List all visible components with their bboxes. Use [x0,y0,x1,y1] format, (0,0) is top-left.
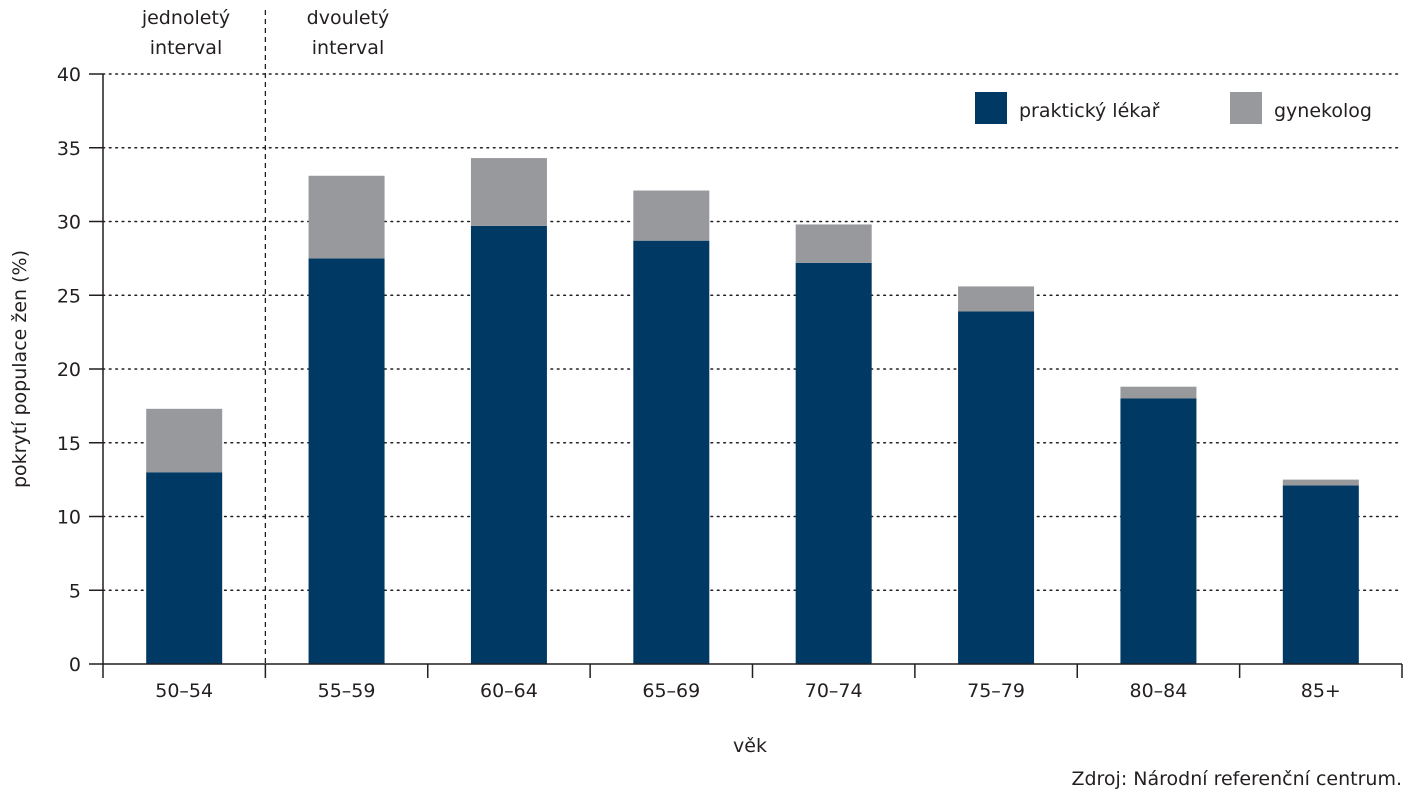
gridlines [102,73,1403,592]
y-tick-label-30: 30 [57,212,81,234]
bar-gynekolog-2 [470,158,547,226]
x-tick-label-7: 85+ [1301,680,1341,702]
bar-gynekolog-0 [146,408,223,473]
x-tick-label-2: 60–64 [480,680,538,702]
bar-gynekolog-5 [958,286,1035,312]
bar-gynekolog-4 [795,224,872,263]
bar-prakticky-lekar-5 [958,311,1035,664]
bar-prakticky-lekar-6 [1120,398,1197,664]
legend-label-praktický-lékař: praktický lékař [1019,100,1160,122]
y-tick-label-40: 40 [57,64,81,86]
bar-prakticky-lekar-1 [308,258,385,664]
y-tick-label-25: 25 [57,285,81,307]
bar-prakticky-lekar-3 [633,240,710,665]
bar-prakticky-lekar-7 [1282,485,1359,664]
legend-label-gynekolog: gynekolog [1274,100,1372,122]
x-tick-label-6: 80–84 [1130,680,1188,702]
annotation-single-interval-line2: interval [150,37,222,59]
x-axis-title: věk [733,735,767,757]
annotation-single-interval: jednoletý interval [141,7,230,59]
y-tick-label-35: 35 [57,138,81,160]
bar-prakticky-lekar-0 [146,472,223,664]
x-tick-label-5: 75–79 [967,680,1025,702]
bar-gynekolog-1 [308,175,385,259]
x-tick-label-3: 65–69 [642,680,700,702]
y-tick-label-0: 0 [69,654,81,676]
y-tick-label-20: 20 [57,359,81,381]
x-tick-label-4: 70–74 [805,680,863,702]
bar-gynekolog-7 [1282,479,1359,486]
y-tick-label-5: 5 [69,580,81,602]
bars [146,158,1359,665]
legend-swatch-gynekolog [1230,92,1262,124]
bar-gynekolog-3 [633,190,710,241]
tick-labels: 0 5 10 15 20 25 30 35 40 50–54 55–59 60–64 65–69 70–7… [57,64,1341,702]
bar-prakticky-lekar-4 [795,262,872,664]
bar-gynekolog-6 [1120,386,1197,399]
annotation-double-interval-line1: dvouletý [307,7,390,29]
x-tick-label-0: 50–54 [155,680,213,702]
y-axis-title: pokrytí populace žen (%) [9,250,31,488]
bar-prakticky-lekar-2 [470,225,547,665]
annotation-double-interval-line2: interval [312,37,384,59]
axes [89,10,1403,678]
y-tick-label-10: 10 [57,507,81,529]
annotation-single-interval-line1: jednoletý [141,7,230,29]
x-tick-label-1: 55–59 [318,680,376,702]
source-note: Zdroj: Národní referenční centrum. [1071,768,1402,790]
legend: praktický lékař gynekolog [975,92,1372,124]
y-tick-label-15: 15 [57,433,81,455]
legend-swatch-praktický-lékař [975,92,1007,124]
annotation-double-interval: dvouletý interval [307,7,390,59]
